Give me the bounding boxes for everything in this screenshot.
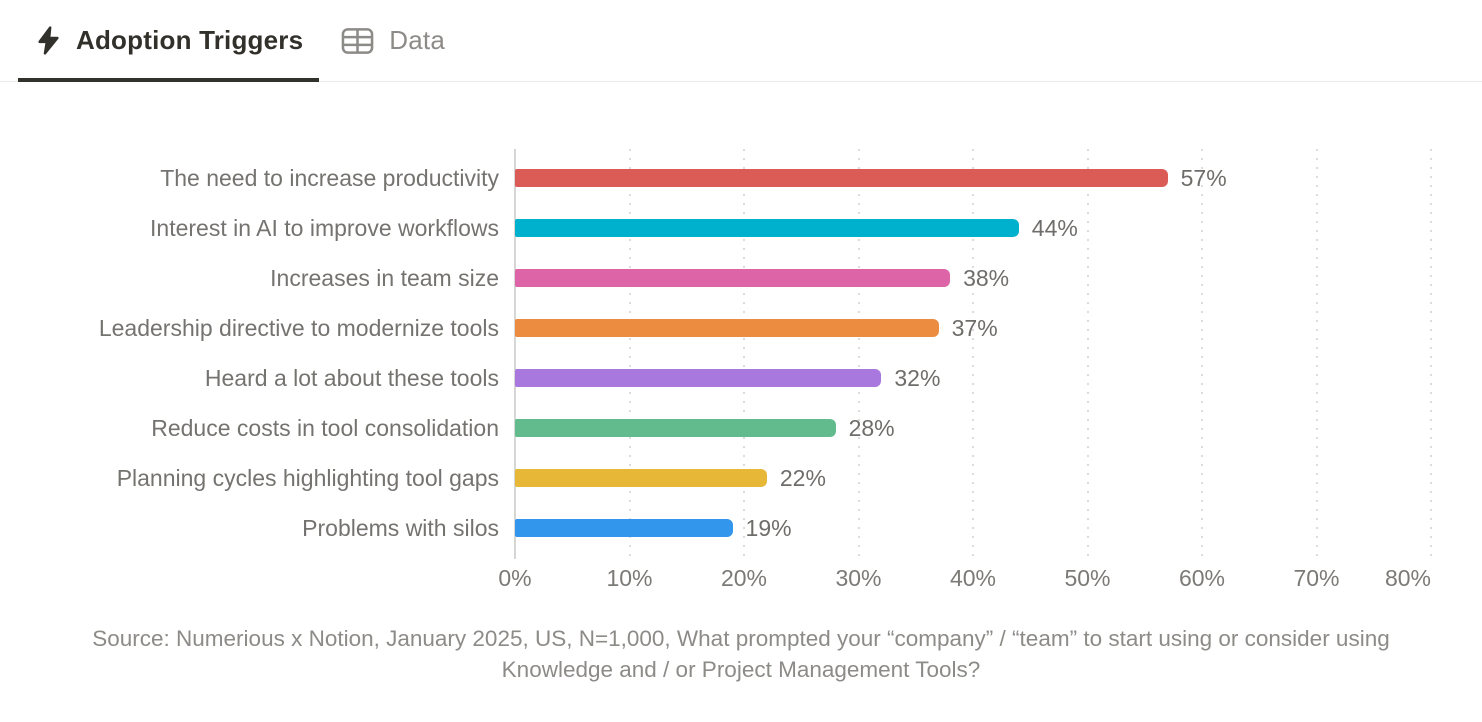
x-tick: 30%: [835, 565, 882, 591]
chart-row: Interest in AI to improve workflows 44%: [0, 203, 1431, 253]
chart-row: The need to increase productivity 57%: [0, 153, 1431, 203]
bar-heard-a-lot: [515, 369, 882, 387]
bar-increases-in-team-size: [515, 269, 951, 287]
value-label: 38%: [963, 264, 1010, 291]
bar-interest-in-ai: [515, 219, 1019, 237]
value-label: 57%: [1180, 164, 1227, 191]
value-label: 32%: [894, 364, 941, 391]
bar-need-to-increase-productivity: [515, 169, 1168, 187]
category-label: Problems with silos: [302, 514, 499, 541]
category-label: Interest in AI to improve workflows: [150, 214, 499, 241]
category-label: Leadership directive to modernize tools: [98, 314, 499, 341]
x-axis: 0% 10% 20% 30% 40% 50% 60% 70% 80%: [498, 565, 1431, 597]
x-tick: 50%: [1064, 565, 1111, 591]
x-tick: 10%: [606, 565, 653, 591]
category-label: Reduce costs in tool consolidation: [151, 414, 499, 441]
category-label: Planning cycles highlighting tool gaps: [116, 464, 499, 491]
adoption-triggers-bar-chart: The need to increase productivity 57% In…: [0, 149, 1482, 597]
chart-row: Problems with silos 19%: [0, 503, 1431, 553]
lightning-bolt-icon: [36, 26, 61, 55]
tab-adoption-triggers-label: Adoption Triggers: [76, 25, 304, 55]
table-icon: [341, 27, 374, 55]
value-label: 28%: [848, 414, 895, 441]
x-tick: 0%: [498, 565, 532, 591]
tab-adoption-triggers[interactable]: Adoption Triggers: [17, 0, 320, 82]
chart-row: Heard a lot about these tools 32%: [0, 353, 1431, 403]
tab-bar: Adoption Triggers Data: [0, 0, 1482, 82]
source-caption: Source: Numerious x Notion, January 2025…: [92, 626, 1390, 682]
chart-row: Increases in team size 38%: [0, 253, 1431, 303]
value-label: 22%: [779, 464, 826, 491]
value-label: 19%: [745, 514, 792, 541]
category-label: Heard a lot about these tools: [204, 364, 499, 391]
tab-data-label: Data: [389, 25, 446, 55]
bar-leadership-directive: [515, 319, 939, 337]
value-label: 44%: [1031, 214, 1078, 241]
chart-row: Reduce costs in tool consolidation 28%: [0, 403, 1431, 453]
bar-planning-cycles: [515, 469, 767, 487]
x-tick: 70%: [1293, 565, 1340, 591]
bar-problems-with-silos: [515, 519, 733, 537]
x-tick: 60%: [1178, 565, 1226, 591]
category-label: The need to increase productivity: [160, 164, 499, 191]
x-tick: 40%: [949, 565, 997, 591]
chart-row: Leadership directive to modernize tools …: [0, 303, 1431, 353]
chart-row: Planning cycles highlighting tool gaps 2…: [0, 453, 1431, 503]
x-tick: 20%: [720, 565, 768, 591]
category-label: Increases in team size: [270, 264, 499, 291]
tab-data[interactable]: Data: [327, 0, 459, 81]
value-label: 37%: [951, 314, 998, 341]
bar-reduce-costs: [515, 419, 836, 437]
chart-plot-area: The need to increase productivity 57% In…: [0, 149, 1432, 559]
x-tick: 80%: [1384, 565, 1431, 591]
